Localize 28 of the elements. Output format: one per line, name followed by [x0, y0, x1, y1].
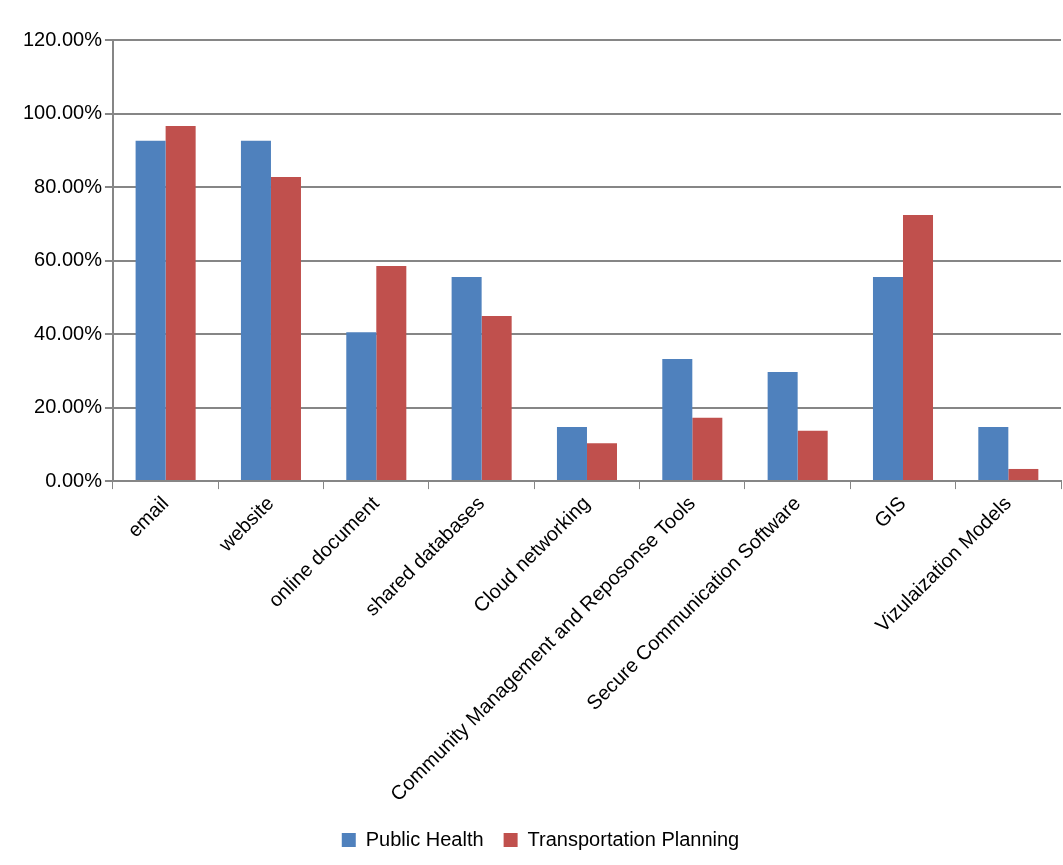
bar [481, 316, 512, 481]
bar [556, 427, 587, 481]
bar [240, 140, 271, 481]
y-tick-label: 20.00% [34, 395, 103, 418]
y-tick-label: 120.00% [22, 27, 103, 50]
bar [797, 430, 828, 481]
y-tick-label: 100.00% [22, 101, 103, 124]
y-tick-label: 40.00% [34, 321, 103, 344]
bar [270, 177, 301, 481]
bar [872, 277, 903, 481]
bar [978, 427, 1009, 481]
bar [767, 371, 798, 481]
bar [376, 266, 407, 481]
bar [135, 140, 166, 481]
x-tick-label: GIS [869, 491, 910, 532]
bar [1008, 468, 1039, 481]
bar [692, 417, 723, 481]
bar [451, 277, 482, 481]
bar [662, 359, 693, 481]
bar [902, 214, 934, 481]
bar [586, 443, 617, 481]
legend-label: Transportation Planning [527, 827, 740, 850]
y-tick-label: 60.00% [34, 248, 103, 271]
bar [346, 332, 377, 481]
y-tick-label: 0.00% [45, 468, 103, 491]
bar [165, 126, 196, 481]
legend-label: Public Health [365, 827, 484, 850]
y-tick-label: 80.00% [34, 174, 103, 197]
